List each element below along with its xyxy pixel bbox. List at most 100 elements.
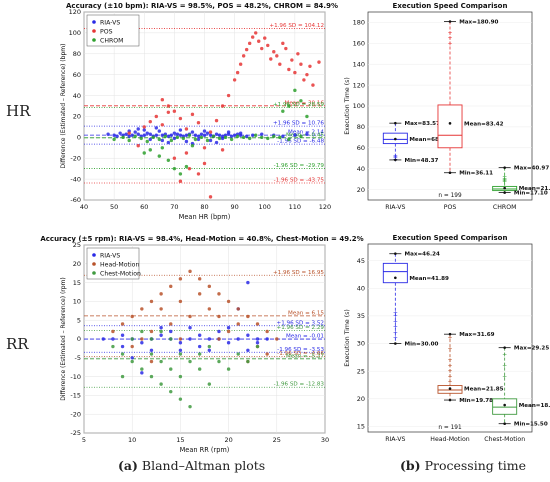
outlier-point: + (447, 357, 452, 364)
data-point (207, 307, 212, 311)
data-point (172, 156, 177, 160)
outlier-point: + (447, 379, 452, 386)
legend-label: Chest-Motion (100, 270, 141, 277)
data-point (293, 70, 297, 75)
ref-line-label: -1.96 SD = -12.83 (274, 382, 325, 388)
caption-a: (a) Bland–Altman plots (118, 458, 265, 473)
data-point (281, 134, 285, 138)
data-point (284, 46, 288, 51)
data-point (178, 397, 183, 401)
outlier-point: + (393, 310, 398, 317)
data-point (187, 133, 192, 137)
data-point (197, 292, 202, 296)
y-tick-label: 15 (73, 279, 81, 287)
x-tick-label: 70 (170, 203, 178, 211)
data-point (196, 137, 201, 142)
data-point (266, 136, 270, 141)
x-axis-label: Mean HR (bpm) (179, 213, 231, 221)
data-point (130, 314, 134, 319)
data-point (159, 333, 163, 337)
data-point (140, 341, 144, 345)
data-point (133, 134, 137, 138)
data-point (241, 54, 246, 58)
y-tick-label: 100 (69, 29, 81, 37)
data-point (178, 348, 183, 352)
mean-label: Mean=41.89 (409, 276, 449, 282)
data-point (208, 130, 213, 134)
data-point (169, 284, 173, 289)
y-tick-label: 10 (73, 298, 81, 306)
ref-line-label: -1.96 SD = -4.66 (277, 351, 324, 357)
data-point (202, 129, 207, 133)
data-point (202, 133, 207, 137)
data-point (166, 158, 171, 163)
category-label: POS (444, 204, 457, 211)
data-point (157, 129, 162, 133)
y-tick-label: 80 (357, 123, 365, 131)
data-point (178, 352, 183, 356)
row-label-rr: RR (6, 335, 29, 353)
data-point (136, 143, 140, 148)
x-tick-label: 15 (176, 436, 184, 444)
y-tick-label: 0 (77, 134, 81, 142)
max-label: Max=180.90 (459, 20, 498, 26)
data-point (236, 307, 240, 311)
data-point (217, 314, 221, 319)
data-point (169, 389, 173, 394)
data-point (106, 132, 110, 136)
data-point (207, 337, 212, 341)
y-tick-label: 20 (357, 186, 365, 194)
data-point (255, 322, 260, 326)
data-point (120, 344, 125, 349)
data-point (257, 39, 261, 43)
outlier-point: + (502, 352, 507, 359)
outlier-point: + (447, 30, 452, 37)
y-tick-label: -60 (70, 196, 81, 204)
y-tick-label: 35 (357, 312, 365, 320)
data-point (244, 134, 249, 138)
data-point (178, 179, 183, 183)
data-point (166, 134, 171, 138)
data-point (178, 374, 183, 379)
outlier-point: + (502, 178, 507, 185)
data-point (199, 132, 204, 136)
data-point (214, 132, 219, 136)
data-point (148, 119, 152, 124)
y-tick-label: 120 (353, 81, 365, 89)
data-point (184, 164, 189, 169)
outlier-point: + (447, 35, 452, 42)
y-tick-label: -20 (70, 410, 81, 418)
data-point (260, 132, 264, 136)
chart-title: Execution Speed Comparison (393, 234, 508, 242)
y-tick-label: 20 (73, 260, 81, 268)
data-point (305, 114, 309, 119)
data-point (188, 337, 192, 341)
data-point (120, 374, 125, 379)
data-point (148, 148, 152, 152)
data-point (178, 277, 183, 281)
mean-marker (503, 186, 506, 190)
data-point (254, 133, 258, 137)
ref-line-label: Mean = 30.16 (285, 100, 325, 106)
data-point (142, 128, 146, 132)
legend-marker (92, 262, 96, 266)
data-point (112, 137, 116, 142)
data-point (149, 352, 154, 356)
data-point (184, 139, 189, 144)
y-tick-label: 60 (357, 144, 365, 152)
data-point (154, 126, 158, 130)
data-point (254, 31, 258, 35)
data-point (226, 367, 231, 371)
min-marker (503, 191, 506, 194)
data-point (130, 344, 134, 349)
data-point (299, 62, 303, 66)
data-point (120, 352, 125, 356)
category-label: Chest-Motion (484, 436, 525, 443)
data-point (133, 130, 137, 134)
legend-label: RIA-VS (100, 252, 120, 259)
data-point (281, 109, 285, 113)
data-point (190, 130, 195, 134)
outlier-point: + (502, 177, 507, 184)
data-point (275, 337, 279, 341)
data-point (159, 382, 163, 386)
